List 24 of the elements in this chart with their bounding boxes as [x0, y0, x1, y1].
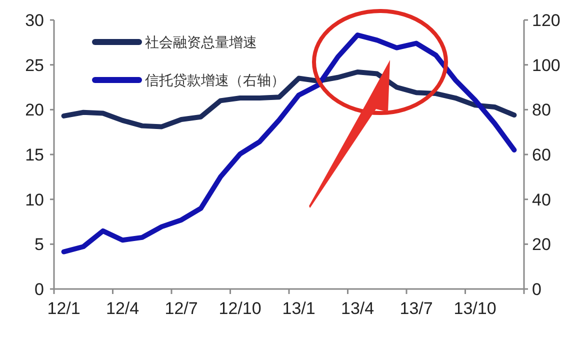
legend-label: 社会融资总量增速 [145, 35, 257, 51]
x-tick-label: 13/4 [340, 299, 374, 318]
x-tick-label: 13/7 [400, 299, 433, 318]
x-tick-label: 12/1 [47, 299, 80, 318]
x-tick-label: 13/10 [454, 299, 496, 318]
y-tick-label: 0 [34, 280, 44, 299]
y-tick-label: 5 [34, 235, 44, 254]
y2-tick-label: 60 [532, 146, 551, 164]
legend-label: 信托贷款增速（右轴） [145, 73, 285, 89]
y-tick-label: 15 [25, 146, 44, 164]
y-tick-label: 20 [25, 100, 44, 120]
y2-tick-label: 40 [532, 190, 551, 210]
x-tick-label: 12/4 [106, 299, 140, 318]
x-tick-label: 12/7 [164, 299, 198, 318]
x-tick-label: 13/1 [282, 299, 316, 318]
y2-tick-label: 20 [532, 235, 551, 254]
y2-tick-label: 80 [532, 100, 551, 120]
y-tick-label: 10 [25, 190, 44, 210]
x-tick-label: 12/10 [218, 299, 262, 318]
y-tick-label: 30 [25, 11, 44, 30]
y2-tick-label: 100 [532, 56, 560, 75]
y-tick-label: 25 [25, 56, 44, 75]
y2-tick-label: 0 [532, 280, 542, 299]
y2-tick-label: 120 [532, 11, 560, 30]
